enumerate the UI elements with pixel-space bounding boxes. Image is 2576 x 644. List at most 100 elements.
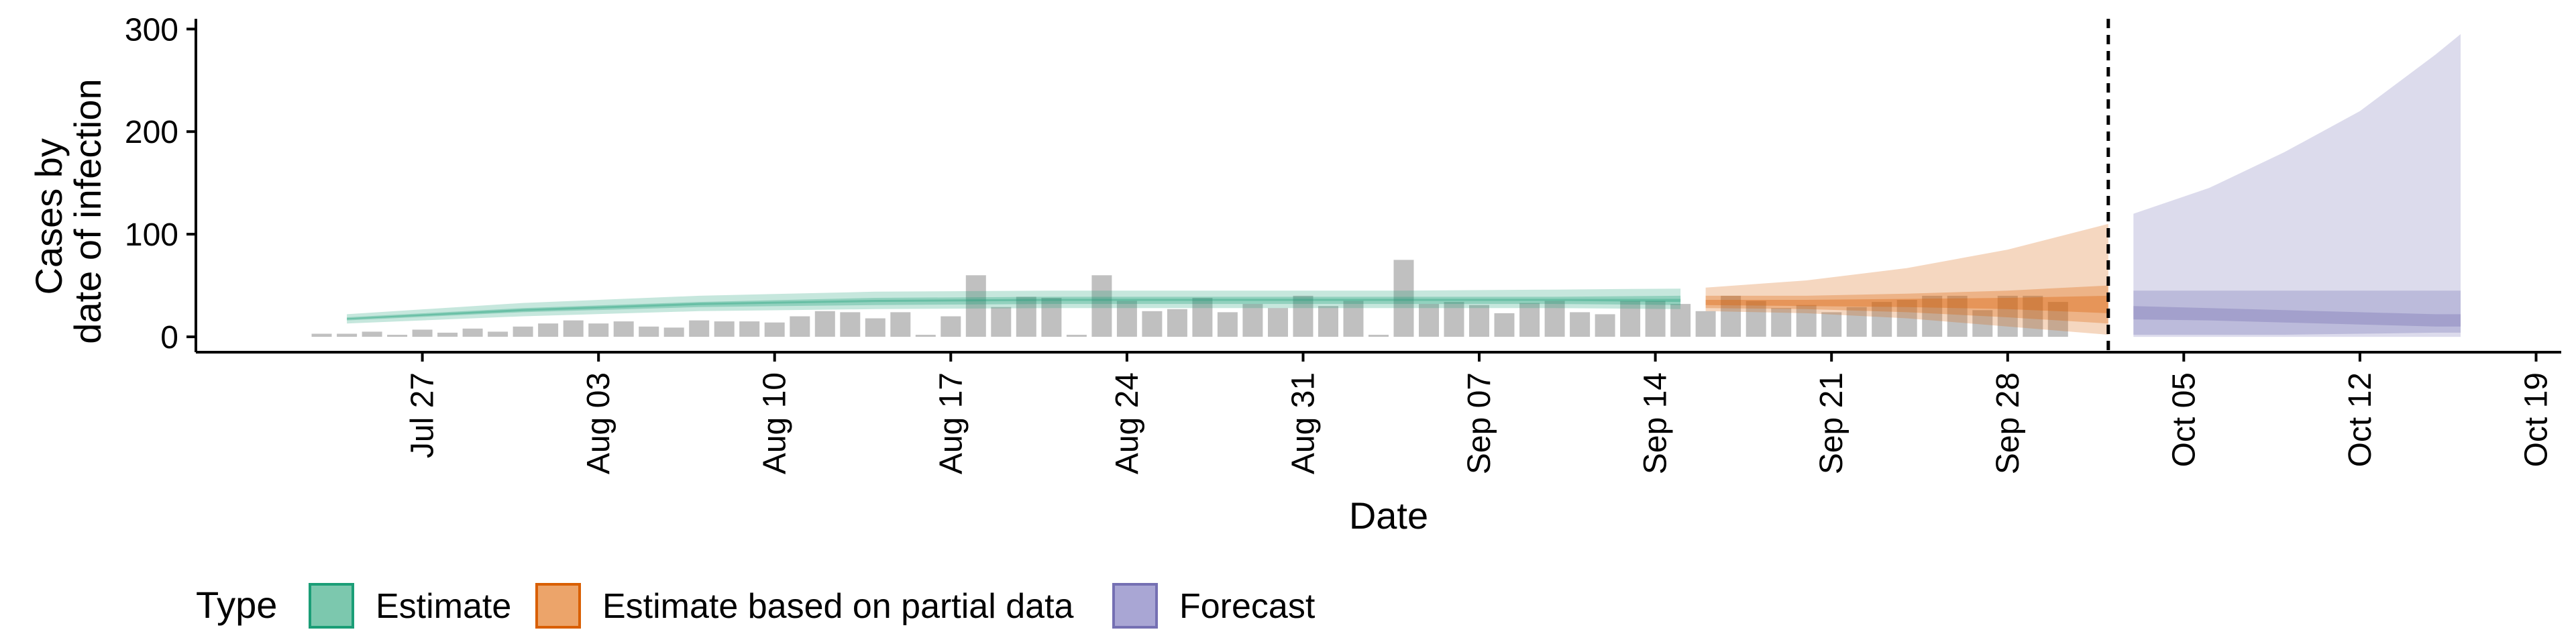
case-bar	[362, 331, 382, 337]
case-bar	[1620, 301, 1641, 337]
case-bar	[1268, 308, 1288, 337]
case-bar	[1217, 312, 1238, 337]
y-tick-label: 0	[160, 320, 178, 356]
legend-label-forecast: Forecast	[1179, 587, 1316, 626]
y-axis-label-line-2: date of infection	[66, 78, 109, 343]
case-bar	[563, 320, 584, 337]
y-axis-label-line-1: Cases by	[28, 138, 70, 294]
axes	[186, 19, 2561, 362]
legend-key-forecast	[1112, 583, 1158, 629]
legend-key-partial	[535, 583, 581, 629]
case-bar	[1645, 301, 1666, 337]
case-bar	[613, 321, 634, 337]
case-bar	[689, 320, 710, 337]
partial-band-outer	[1705, 223, 2108, 335]
estimate-bands	[347, 34, 2461, 337]
estimate-band-outer	[347, 288, 1681, 324]
case-bar	[1544, 301, 1565, 337]
case-bar	[1167, 309, 1187, 337]
x-tick-label: Aug 24	[1110, 372, 1145, 474]
case-bar	[663, 327, 684, 337]
case-bar	[1318, 306, 1338, 337]
y-tick-labels: 0 100 200 300	[125, 12, 178, 356]
case-bar	[1721, 295, 1741, 337]
case-bar	[865, 318, 885, 337]
x-tick-label: Oct 05	[2166, 372, 2202, 467]
x-tick-label: Aug 17	[933, 372, 969, 474]
case-bar	[311, 333, 332, 337]
x-tick-label: Aug 31	[1286, 372, 1322, 474]
x-tick-label: Jul 27	[405, 372, 441, 458]
case-bar	[1695, 311, 1716, 337]
case-bar	[965, 275, 986, 337]
reported-cases-bars	[311, 260, 2068, 337]
case-bar	[1419, 304, 1439, 337]
forecast-band-middle	[2133, 290, 2461, 335]
case-bar	[1242, 304, 1263, 337]
case-bar	[764, 322, 785, 337]
legend-label-partial: Estimate based on partial data	[602, 587, 1074, 626]
case-bar	[462, 328, 483, 337]
case-bar	[437, 332, 458, 337]
x-tick-labels: Jul 27 Aug 03 Aug 10 Aug 17 Aug 24 Aug 31 Sep …	[405, 372, 2555, 474]
case-bar	[739, 321, 760, 337]
case-bar	[1846, 307, 1867, 337]
case-bar	[1670, 304, 1691, 337]
y-tick-label: 100	[125, 217, 178, 253]
x-tick-label: Sep 14	[1638, 372, 1674, 474]
case-bar	[941, 316, 961, 337]
case-bar	[387, 335, 408, 337]
case-bar	[1016, 297, 1036, 337]
case-bar	[337, 333, 358, 337]
case-bar	[915, 335, 936, 337]
case-bar	[1872, 302, 1892, 337]
legend-title: Type	[196, 584, 277, 626]
case-bar	[1041, 298, 1062, 337]
case-bar	[1972, 310, 1993, 337]
case-bar	[1343, 301, 1364, 337]
case-bar	[1368, 335, 1389, 337]
estimate-band-inner	[347, 299, 1681, 320]
y-axis-label: Cases by date of infection	[28, 78, 109, 343]
case-bar	[840, 312, 861, 337]
case-bar	[1896, 300, 1917, 337]
case-bar	[1796, 305, 1817, 337]
case-bar	[1293, 295, 1313, 337]
case-bar	[790, 316, 810, 337]
legend-key-estimate	[309, 583, 354, 629]
forecast-band-outer	[2133, 34, 2461, 337]
x-tick-label: Sep 21	[1814, 372, 1849, 474]
estimate-band-middle	[347, 295, 1681, 321]
x-tick-label: Sep 07	[1462, 372, 1497, 474]
case-bar	[1746, 301, 1766, 337]
x-tick-label: Sep 28	[1990, 372, 2026, 474]
y-tick-label: 200	[125, 115, 178, 150]
case-bar	[2047, 302, 2068, 337]
case-bar	[2023, 295, 2043, 337]
case-bar	[1595, 314, 1615, 337]
case-bar	[814, 311, 835, 337]
partial-band-middle	[1705, 285, 2108, 324]
legend-label-estimate: Estimate	[376, 587, 511, 626]
case-bar	[1570, 312, 1591, 337]
case-bar	[1469, 305, 1489, 337]
partial-band-inner	[1705, 295, 2108, 313]
case-bar	[1192, 298, 1213, 337]
x-tick-label: Oct 19	[2519, 372, 2555, 467]
case-bar	[1066, 335, 1087, 337]
case-bar	[412, 329, 433, 337]
case-bar	[1821, 312, 1842, 337]
case-bar	[488, 331, 508, 337]
case-bar	[1142, 311, 1163, 337]
case-bar	[588, 323, 609, 337]
case-bar	[1116, 301, 1137, 337]
case-bar	[1494, 313, 1515, 337]
case-bar	[1393, 260, 1414, 337]
legend: Type Estimate Estimate based on partial …	[196, 583, 1316, 629]
x-axis-label: Date	[1349, 494, 1428, 537]
case-bar	[890, 312, 911, 337]
case-bar	[1922, 295, 1943, 337]
y-tick-label: 300	[125, 12, 178, 48]
case-bar	[1997, 295, 2018, 337]
